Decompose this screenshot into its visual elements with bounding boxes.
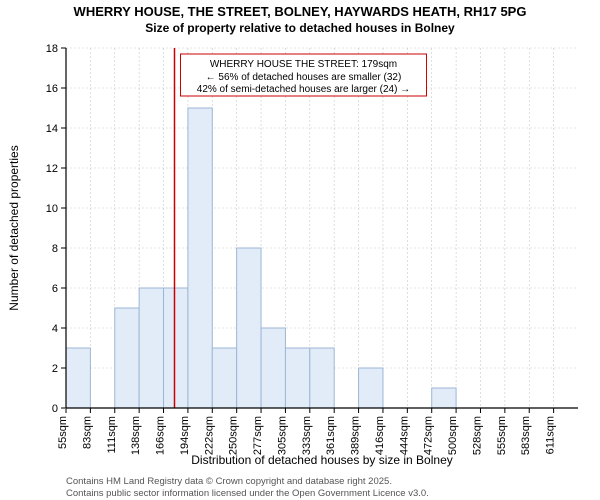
x-tick-label: 250sqm — [228, 416, 240, 455]
chart-subtitle: Size of property relative to detached ho… — [145, 21, 455, 35]
histogram-bar — [285, 348, 309, 408]
x-axis-label: Distribution of detached houses by size … — [191, 453, 453, 467]
x-tick-label: 416sqm — [374, 416, 386, 455]
annotation-line2: ← 56% of detached houses are smaller (32… — [206, 72, 402, 83]
x-tick-label: 472sqm — [423, 416, 435, 455]
x-tick-label: 583sqm — [520, 416, 532, 455]
histogram-bar — [237, 248, 261, 408]
histogram-bar — [310, 348, 334, 408]
annotation-line3: 42% of semi-detached houses are larger (… — [197, 84, 410, 95]
y-axis-label: Number of detached properties — [7, 145, 21, 310]
x-tick-label: 333sqm — [301, 416, 313, 455]
y-tick-label: 10 — [46, 203, 58, 215]
y-tick-label: 16 — [46, 83, 58, 95]
x-tick-label: 305sqm — [276, 416, 288, 455]
y-tick-label: 8 — [52, 243, 58, 255]
x-tick-label: 611sqm — [545, 416, 557, 454]
x-tick-label: 55sqm — [57, 416, 69, 449]
x-tick-label: 138sqm — [130, 416, 142, 455]
x-tick-label: 500sqm — [447, 416, 459, 455]
histogram-bar — [115, 308, 139, 408]
x-tick-label: 555sqm — [496, 416, 508, 455]
annotation-line1: WHERRY HOUSE THE STREET: 179sqm — [210, 59, 397, 70]
histogram-bar — [164, 288, 188, 408]
x-tick-label: 111sqm — [106, 416, 118, 454]
footer-line1: Contains HM Land Registry data © Crown c… — [66, 476, 392, 487]
x-tick-label: 83sqm — [81, 416, 93, 449]
y-tick-label: 18 — [46, 43, 58, 55]
y-tick-label: 2 — [52, 363, 58, 375]
x-tick-label: 389sqm — [350, 416, 362, 455]
footer-line2: Contains public sector information licen… — [66, 488, 429, 499]
y-tick-label: 12 — [46, 163, 58, 175]
histogram-bar — [359, 368, 383, 408]
x-tick-label: 194sqm — [179, 416, 191, 455]
x-tick-label: 277sqm — [252, 416, 264, 455]
histogram-bar — [139, 288, 163, 408]
y-tick-label: 4 — [52, 323, 58, 335]
y-tick-label: 0 — [52, 403, 58, 415]
y-tick-label: 14 — [46, 123, 58, 135]
y-tick-label: 6 — [52, 283, 58, 295]
histogram-bar — [261, 328, 285, 408]
histogram-bar — [212, 348, 236, 408]
chart-title: WHERRY HOUSE, THE STREET, BOLNEY, HAYWAR… — [74, 4, 527, 19]
x-tick-label: 166sqm — [155, 416, 167, 455]
x-tick-label: 444sqm — [398, 416, 410, 455]
histogram-bar — [188, 108, 212, 408]
x-tick-label: 361sqm — [325, 416, 337, 455]
x-tick-label: 528sqm — [471, 416, 483, 455]
x-tick-label: 222sqm — [203, 416, 215, 455]
histogram-bar — [66, 348, 90, 408]
histogram-bar — [432, 388, 456, 408]
